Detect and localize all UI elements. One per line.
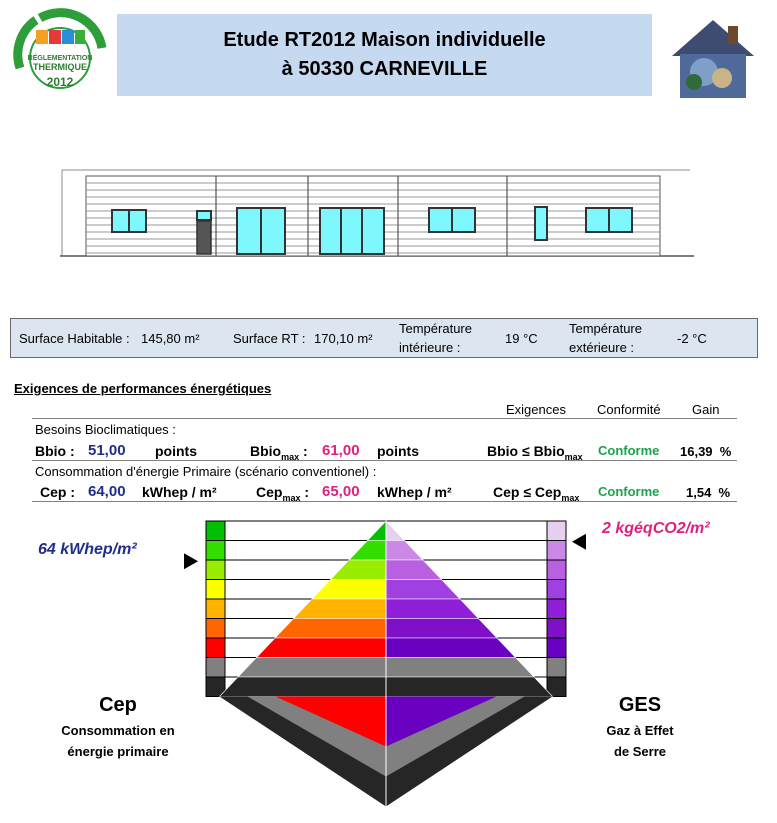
ges-scale-box <box>546 579 567 600</box>
divider-bottom <box>32 501 737 502</box>
ges-pointer-arrow <box>572 533 586 550</box>
ges-scale-line <box>404 540 548 561</box>
cep-scale-box <box>205 637 226 658</box>
cep-pyramid-band <box>218 676 387 697</box>
cep-value-indicator: 64 kWhep/m² <box>38 541 137 558</box>
temp-int-label-1: Température <box>399 321 472 336</box>
ges-value-indicator: 2 kgéqCO2/m² <box>602 520 710 537</box>
ges-title: GES <box>618 694 662 716</box>
logo-text-reglementation: RÉGLEMENTATION <box>28 53 93 62</box>
bbiomax-label: Bbiomax : <box>250 443 308 462</box>
col-header-gain: Gain <box>692 402 720 417</box>
cep-title: Cep <box>99 694 137 716</box>
bbio-label: Bbio : <box>35 443 75 459</box>
temp-ext-value: -2 °C <box>677 331 707 346</box>
page-title-box: Etude RT2012 Maison individuelle à 50330… <box>117 14 652 96</box>
bbio-gain: 16,39 % <box>680 444 732 459</box>
page-title-line2: à 50330 CARNEVILLE <box>281 58 488 80</box>
temp-int-label-2: intérieure : <box>399 340 461 355</box>
temp-ext-label-1: Température <box>569 321 642 336</box>
bbiomax-unit: points <box>377 443 419 459</box>
bbio-unit: points <box>155 443 197 459</box>
cepmax-unit: kWhep / m² <box>377 484 452 500</box>
logo-year: 2012 <box>47 75 74 89</box>
divider-top <box>32 418 737 419</box>
col-header-conformite: Conformité <box>597 402 661 417</box>
cep-scale-box <box>205 657 226 678</box>
bbiomax-value: 61,00 <box>322 442 360 459</box>
ges-subtitle: Gaz à Effet de Serre <box>606 723 674 759</box>
cep-subtitle: Consommation en énergie primaire <box>61 723 175 759</box>
ges-pyramid-band <box>385 657 535 678</box>
cep-scale-line <box>224 520 387 541</box>
energy-ges-pyramid <box>184 520 586 807</box>
ges-scale-line <box>422 559 548 580</box>
cep-pyramid-band <box>255 637 387 658</box>
bbio-conformite: Conforme <box>598 443 660 458</box>
cep-scale-box <box>205 559 226 580</box>
cep-gain: 1,54 % <box>686 485 731 500</box>
cep-unit: kWhep / m² <box>142 484 217 500</box>
cep-scale-box <box>205 676 226 697</box>
ges-scale-box <box>546 520 567 541</box>
page-title-line1: Etude RT2012 Maison individuelle <box>223 29 546 51</box>
cep-section-label: Consommation d'énergie Primaire (scénari… <box>35 464 377 479</box>
exigences-section-title: Exigences de performances énergétiques <box>14 381 272 396</box>
col-header-exigences: Exigences <box>506 402 566 417</box>
cep-scale-line <box>224 559 350 580</box>
cep-label: Cep : <box>40 484 75 500</box>
cep-scale-box <box>205 598 226 619</box>
ges-scale-box <box>546 559 567 580</box>
house-facade-drawing <box>60 164 694 258</box>
ges-scale-line <box>385 520 548 541</box>
surface-rt-label: Surface RT : <box>233 331 306 346</box>
temp-ext-label-2: extérieure : <box>569 340 635 355</box>
cepmax-value: 65,00 <box>322 483 360 500</box>
ges-scale-box <box>546 618 567 639</box>
ges-pyramid-band <box>385 618 498 639</box>
cep-conformite: Conforme <box>598 484 660 499</box>
ges-pyramid-band <box>385 676 554 697</box>
cep-scale-box <box>205 540 226 561</box>
cep-pyramid-band <box>237 657 387 678</box>
cep-value: 64,00 <box>88 483 126 500</box>
ges-scale-box <box>546 540 567 561</box>
surface-habitable-label: Surface Habitable : <box>19 331 130 346</box>
cep-scale-box <box>205 618 226 639</box>
cep-scale-line <box>224 540 368 561</box>
bbio-section-label: Besoins Bioclimatiques : <box>35 422 176 437</box>
ges-scale-box <box>546 598 567 619</box>
surface-rt-value: 170,10 m² <box>314 331 373 346</box>
cepmax-label: Cepmax : <box>256 484 310 503</box>
cep-scale-box <box>205 520 226 541</box>
pyramid-base-cep <box>275 696 386 747</box>
pyramid-base-ges <box>386 696 497 747</box>
ges-scale-box <box>546 676 567 697</box>
bbio-rule: Bbio ≤ Bbiomax <box>487 443 583 462</box>
cep-pyramid-band <box>274 618 387 639</box>
divider-mid <box>32 460 737 461</box>
cep-pointer-arrow <box>184 553 198 570</box>
surface-temperature-strip: Surface Habitable : 145,80 m² Surface RT… <box>10 318 758 358</box>
ges-pyramid-band <box>385 637 517 658</box>
ges-scale-box <box>546 637 567 658</box>
house-earth-logo <box>664 12 762 102</box>
bbio-value: 51,00 <box>88 442 126 459</box>
cep-rule: Cep ≤ Cepmax <box>493 484 580 503</box>
ges-scale-box <box>546 657 567 678</box>
surface-habitable-value: 145,80 m² <box>141 331 200 346</box>
grenelle-rt2012-logo: RÉGLEMENTATION THERMIQUE 2012 <box>6 8 114 104</box>
temp-int-value: 19 °C <box>505 331 538 346</box>
logo-text-thermique: THERMIQUE <box>33 62 87 72</box>
cep-scale-box <box>205 579 226 600</box>
